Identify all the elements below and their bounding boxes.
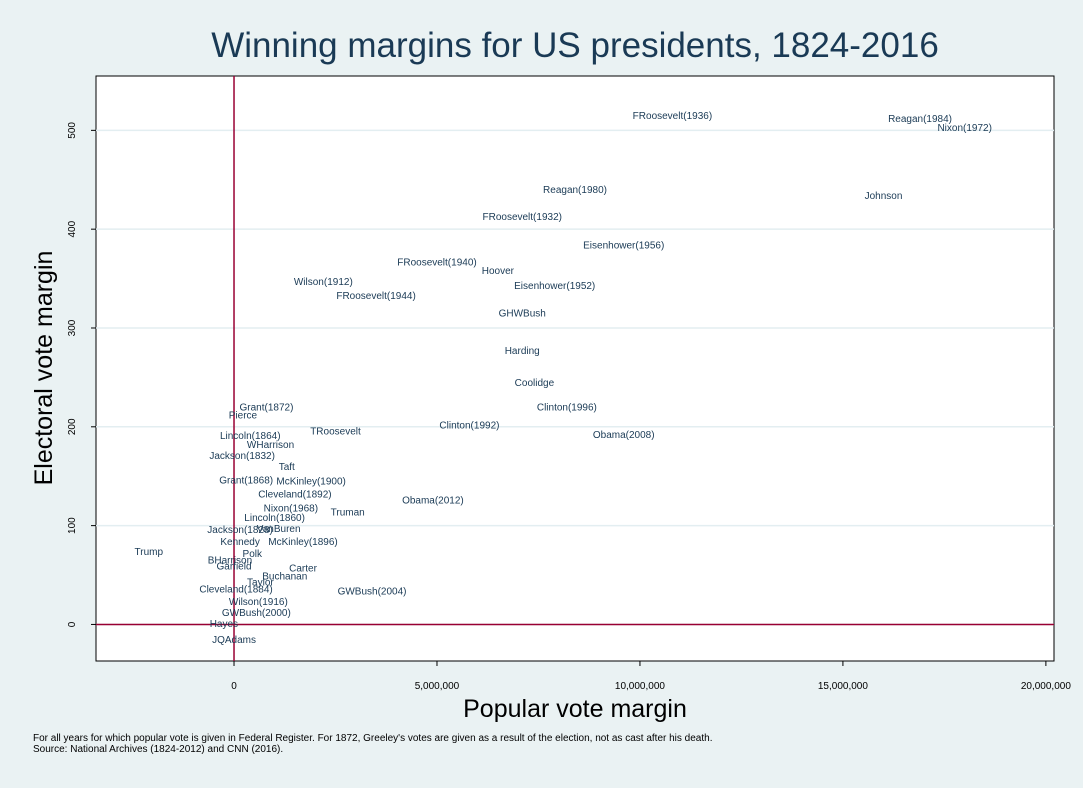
point-label: Buchanan [262, 572, 307, 583]
point-label: Cleveland(1892) [258, 489, 331, 500]
point-label: Polk [243, 549, 263, 560]
point-label: Wilson(1916) [229, 597, 288, 608]
point-label: BHarrison [208, 556, 252, 567]
point-label: WHarrison [247, 440, 294, 451]
y-tick-label: 200 [67, 418, 78, 435]
point-label: Taft [279, 462, 295, 473]
point-label: TRoosevelt [310, 426, 361, 437]
point-label: GWBush(2004) [338, 586, 407, 597]
point-label: Lincoln(1860) [244, 513, 305, 524]
point-label: Truman [331, 507, 365, 518]
point-label: FRoosevelt(1940) [397, 257, 476, 268]
plot-area [95, 75, 1055, 662]
point-label: McKinley(1896) [268, 537, 337, 548]
point-label: Trump [135, 547, 164, 558]
point-label: Wilson(1912) [294, 277, 353, 288]
y-axis-label: Electoral vote margin [30, 251, 58, 486]
point-label: Grant(1872) [240, 403, 294, 414]
footnote-line-2: Source: National Archives (1824-2012) an… [33, 744, 284, 755]
x-tick-label: 15,000,000 [818, 681, 868, 692]
x-tick-label: 20,000,000 [1021, 681, 1071, 692]
y-tick-label: 100 [67, 517, 78, 534]
point-label: Cleveland(1884) [199, 584, 272, 595]
chart-title: Winning margins for US presidents, 1824-… [211, 26, 939, 65]
x-axis: 0 5,000,000 10,000,000 15,000,000 20,000,000 [231, 661, 1071, 692]
y-tick-label: 500 [67, 122, 78, 139]
point-label: Hayes [210, 619, 238, 630]
footnote: For all years for which popular vote is … [33, 733, 712, 755]
x-tick-label: 5,000,000 [415, 681, 460, 692]
point-label: Lincoln(1864) [220, 431, 281, 442]
y-tick-label: 0 [67, 621, 78, 627]
point-label: Reagan(1984) [888, 114, 952, 125]
point-label: Obama(2008) [593, 430, 655, 441]
point-label: GHWBush [499, 309, 546, 320]
point-label: Nixon(1972) [937, 123, 991, 134]
point-label: VanBuren [257, 524, 301, 535]
point-labels: FRoosevelt(1936) Reagan(1984)Nixon(1972) R… [135, 111, 992, 646]
point-label: FRoosevelt(1944) [336, 291, 415, 302]
point-label: Jackson(1828) [207, 525, 273, 536]
point-label: Jackson(1832) [209, 451, 275, 462]
point-label: Eisenhower(1956) [583, 240, 664, 251]
x-tick-label: 0 [231, 681, 237, 692]
point-label: Garfield [217, 562, 252, 573]
point-label: Clinton(1996) [537, 403, 597, 414]
point-label: Pierce [229, 410, 258, 421]
point-label: Taylor [247, 577, 274, 588]
footnote-line-1: For all years for which popular vote is … [33, 733, 713, 744]
point-label: Harding [505, 346, 540, 357]
point-label: Clinton(1992) [439, 420, 499, 431]
point-label: McKinley(1900) [276, 477, 345, 488]
y-axis: 0 100 200 300 400 500 [67, 122, 96, 627]
y-tick-label: 300 [67, 319, 78, 336]
point-label: FRoosevelt(1936) [633, 111, 712, 122]
reference-lines [96, 76, 1054, 661]
point-label: JQAdams [212, 635, 256, 646]
point-label: Nixon(1968) [264, 503, 318, 514]
x-tick-label: 10,000,000 [615, 681, 665, 692]
point-label: GWBush(2000) [222, 608, 291, 619]
point-label: Reagan(1980) [543, 185, 607, 196]
point-label: Coolidge [515, 378, 555, 389]
y-tick-label: 400 [67, 220, 78, 237]
point-label: Obama(2012) [402, 495, 464, 506]
point-label: Hoover [482, 266, 515, 277]
x-axis-label: Popular vote margin [463, 695, 687, 723]
point-label: Carter [289, 564, 317, 575]
point-label: Johnson [865, 191, 903, 202]
point-label: Kennedy [220, 537, 259, 548]
point-label: FRoosevelt(1932) [482, 212, 561, 223]
point-label: Eisenhower(1952) [514, 281, 595, 292]
point-label: Grant(1868) [219, 476, 273, 487]
